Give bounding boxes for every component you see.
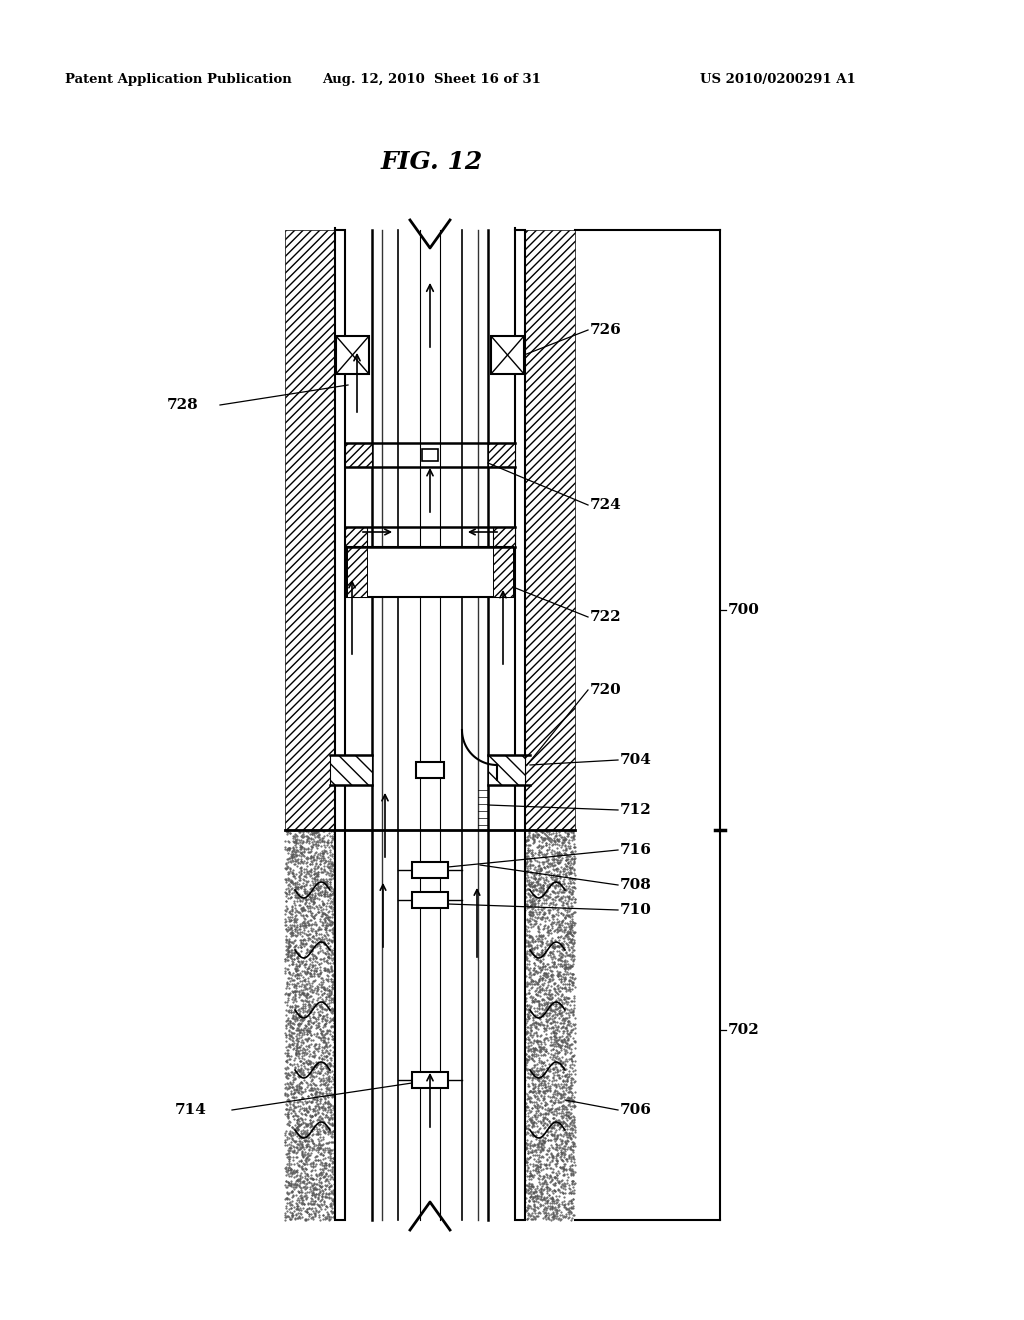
Bar xyxy=(488,755,525,785)
Bar xyxy=(525,230,575,830)
Text: 724: 724 xyxy=(590,498,622,512)
Bar xyxy=(336,337,369,374)
Text: Patent Application Publication: Patent Application Publication xyxy=(65,74,292,87)
Bar xyxy=(422,449,438,461)
Bar xyxy=(493,546,513,597)
Text: 722: 722 xyxy=(590,610,622,624)
Text: 708: 708 xyxy=(620,878,652,892)
Text: 714: 714 xyxy=(175,1104,207,1117)
Bar xyxy=(490,337,524,374)
Text: 726: 726 xyxy=(590,323,622,337)
Text: 702: 702 xyxy=(728,1023,760,1038)
Bar xyxy=(412,892,449,908)
Text: 716: 716 xyxy=(620,843,652,857)
Text: Aug. 12, 2010  Sheet 16 of 31: Aug. 12, 2010 Sheet 16 of 31 xyxy=(323,74,542,87)
Bar xyxy=(412,1072,449,1088)
Bar xyxy=(345,444,372,467)
Bar xyxy=(493,527,515,546)
Text: 710: 710 xyxy=(620,903,652,917)
Bar xyxy=(416,762,444,777)
Text: 704: 704 xyxy=(620,752,652,767)
Bar xyxy=(345,527,367,546)
Bar xyxy=(515,230,525,1220)
Text: 700: 700 xyxy=(728,603,760,616)
Bar xyxy=(347,546,513,597)
Bar xyxy=(335,230,345,1220)
Text: US 2010/0200291 A1: US 2010/0200291 A1 xyxy=(700,74,856,87)
Text: 728: 728 xyxy=(167,399,199,412)
Bar xyxy=(488,444,515,467)
Bar xyxy=(412,862,449,878)
Text: 720: 720 xyxy=(590,682,622,697)
Bar xyxy=(347,546,367,597)
Text: FIG. 12: FIG. 12 xyxy=(381,150,483,174)
Text: 706: 706 xyxy=(620,1104,652,1117)
Text: 712: 712 xyxy=(620,803,651,817)
Bar xyxy=(285,230,335,830)
Bar xyxy=(330,755,372,785)
